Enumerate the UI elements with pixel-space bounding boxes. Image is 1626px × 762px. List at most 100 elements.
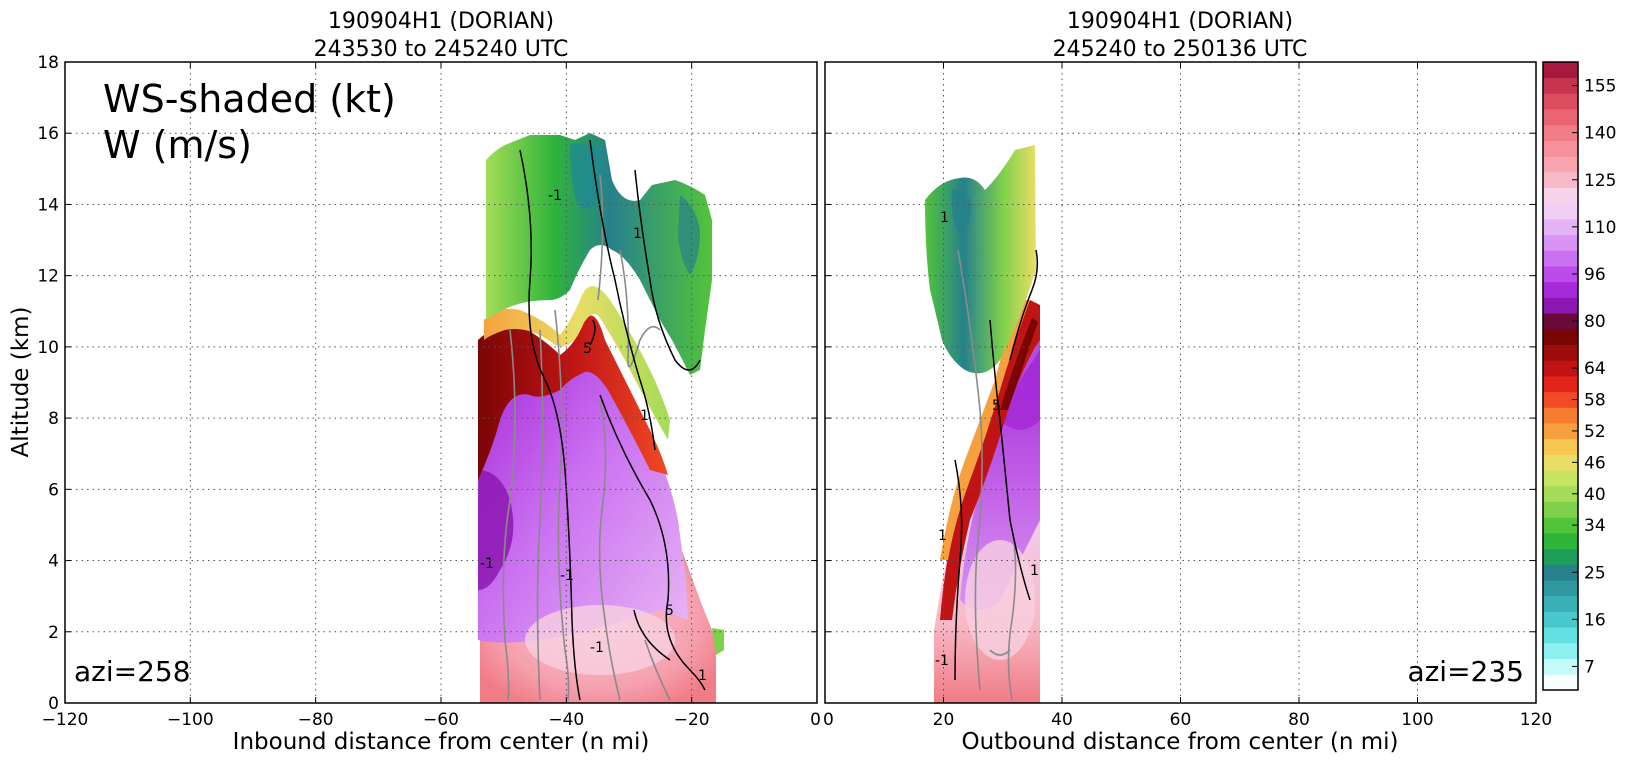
left-contour-labels: -1 5 -1 1 1 5 -1 -1 1: [480, 188, 707, 684]
annotation-ws-shaded: WS-shaded (kt): [103, 77, 396, 121]
contour-label: 1: [633, 226, 642, 242]
colorbar-swatch: [1543, 124, 1578, 141]
y-tick-label: 6: [48, 480, 59, 500]
colorbar-swatch: [1543, 642, 1578, 659]
colorbar-swatch: [1543, 171, 1578, 188]
colorbar-label: 96: [1584, 265, 1606, 285]
contour-label: 1: [940, 210, 949, 226]
colorbar-swatch: [1543, 140, 1578, 157]
y-tick-label: 10: [37, 338, 59, 358]
x-tick-label: 0: [823, 710, 834, 730]
colorbar-label: 52: [1584, 422, 1606, 442]
colorbar-swatch: [1543, 454, 1578, 471]
colorbar-label: 125: [1584, 171, 1616, 191]
contour-label: -1: [935, 653, 949, 669]
colorbar-label: 110: [1584, 218, 1616, 238]
colorbar-label: 25: [1584, 563, 1606, 583]
colorbar-swatch: [1543, 219, 1578, 236]
right-shade-light-pink: [965, 540, 1035, 660]
right-shade-yellow-edge: [940, 300, 1030, 560]
right-shade-deep-purple: [1000, 340, 1040, 430]
left-x-axis-label: Inbound distance from center (n mi): [233, 729, 650, 755]
right-shading: 1 5 1 1 -1: [925, 145, 1040, 703]
colorbar-swatch: [1543, 423, 1578, 440]
contour-label: -1: [560, 568, 574, 584]
colorbar-swatch: [1543, 407, 1578, 424]
colorbar-swatch: [1543, 485, 1578, 502]
colorbar-swatch: [1543, 328, 1578, 345]
right-x-axis-label: Outbound distance from center (n mi): [962, 729, 1399, 755]
y-axis-label: Altitude (km): [8, 307, 34, 458]
y-tick-label: 16: [37, 124, 59, 144]
colorbar-swatch: [1543, 438, 1578, 455]
x-tick-label: 40: [1051, 710, 1073, 730]
colorbar-swatch: [1543, 313, 1578, 330]
colorbar-swatch: [1543, 533, 1578, 550]
x-tick-label: −40: [548, 710, 584, 730]
right-contour-labels: 1 5 1 1 -1: [935, 210, 1039, 669]
left-shade-green: [486, 133, 712, 375]
contour-label: 1: [1030, 563, 1039, 579]
x-tick-label: 80: [1288, 710, 1310, 730]
colorbar-swatch: [1543, 595, 1578, 612]
left-shading: -1 5 -1 1 1 5 -1 -1 1: [478, 133, 724, 703]
colorbar-label: 34: [1584, 516, 1606, 536]
colorbar: 7 16 25 34 40 46 52 58 64 80 96 110 125 140 155: [1542, 61, 1616, 691]
colorbar-swatch: [1543, 611, 1578, 628]
colorbar-swatch: [1543, 517, 1578, 534]
colorbar-label: 155: [1584, 77, 1616, 97]
colorbar-swatch: [1543, 376, 1578, 393]
right-title-line1: 190904H1 (DORIAN): [1067, 9, 1293, 34]
colorbar-swatch: [1543, 580, 1578, 597]
left-shade-teal: [570, 143, 603, 209]
colorbar-swatch: [1543, 548, 1578, 565]
x-tick-label: 60: [1170, 710, 1192, 730]
contour-label: 5: [992, 398, 1001, 414]
left-panel: 190904H1 (DORIAN) 243530 to 245240 UTC: [8, 9, 821, 755]
colorbar-label: 7: [1584, 657, 1595, 677]
right-w-contours-grey: [957, 249, 1017, 701]
colorbar-swatch: [1543, 391, 1578, 408]
right-panel: 190904H1 (DORIAN) 245240 to 250136 UTC: [823, 9, 1552, 755]
left-title-line2: 243530 to 245240 UTC: [314, 37, 569, 62]
colorbar-swatch: [1543, 658, 1578, 675]
y-tick-label: 8: [48, 409, 59, 429]
left-shade-teal-right: [678, 195, 700, 275]
colorbar-frame: [1542, 61, 1579, 691]
colorbar-swatch: [1543, 501, 1578, 518]
right-axis-ticks: 0 20 40 60 80 100 120: [823, 61, 1552, 730]
left-axis-ticks: −120 −100 −80 −60 −40 −20 0 0 2 4 6 8 10 12 14 16 18: [37, 53, 821, 730]
left-grid: [65, 62, 817, 703]
colorbar-swatch: [1543, 77, 1578, 94]
contour-label: -1: [590, 640, 604, 656]
x-tick-label: −120: [42, 710, 89, 730]
x-tick-label: −60: [423, 710, 459, 730]
contour-label: 1: [698, 668, 707, 684]
right-shade-teal: [951, 189, 972, 235]
left-shade-red-band: [478, 315, 668, 480]
colorbar-swatch: [1543, 281, 1578, 298]
right-w-contours-black: [954, 249, 1039, 681]
left-w-contours-grey: [502, 174, 671, 701]
colorbar-swatch: [1543, 627, 1578, 644]
colorbar-swatch: [1543, 109, 1578, 126]
colorbar-swatch: [1543, 564, 1578, 581]
colorbar-swatch: [1543, 203, 1578, 220]
colorbar-swatch: [1543, 187, 1578, 204]
contour-label: 1: [640, 408, 649, 424]
annotation-w: W (m/s): [103, 123, 252, 167]
right-title-line2: 245240 to 250136 UTC: [1053, 37, 1308, 62]
contour-label: 5: [665, 603, 674, 619]
colorbar-swatch: [1543, 360, 1578, 377]
colorbar-swatch: [1543, 266, 1578, 283]
x-tick-label: −100: [167, 710, 214, 730]
colorbar-swatch: [1543, 470, 1578, 487]
colorbar-swatch: [1543, 62, 1578, 79]
right-shade-red-inner: [1000, 318, 1038, 410]
contour-label: -1: [480, 556, 494, 572]
colorbar-label: 16: [1584, 610, 1606, 630]
colorbar-swatch: [1543, 234, 1578, 251]
x-tick-label: 0: [810, 710, 821, 730]
colorbar-swatch: [1543, 93, 1578, 110]
y-tick-label: 14: [37, 195, 59, 215]
